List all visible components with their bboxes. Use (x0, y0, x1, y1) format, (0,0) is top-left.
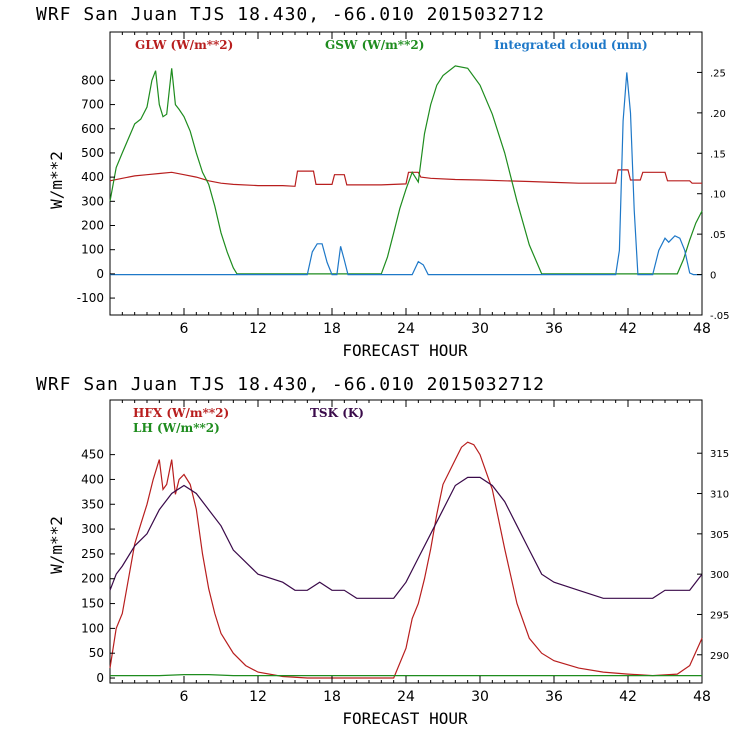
panel-1-y-tick-label: 200 (81, 219, 104, 233)
panel-2-x-tick-label: 30 (471, 689, 489, 705)
panel-1-y-tick-label: 800 (81, 73, 104, 87)
panel-1-y-tick-label: 100 (81, 243, 104, 257)
panel-2-y-label: W/m**2 (47, 516, 66, 574)
panel-1-y-tick-label: 600 (81, 122, 104, 136)
panel-2-y2-tick-label: 305 (710, 530, 729, 541)
panel-1-legend-glw: GLW (W/m**2) (135, 38, 233, 52)
panel-2-x-tick-label: 6 (180, 689, 189, 705)
panel-1-y2-tick-label: .25 (710, 68, 726, 79)
panel-2-y-tick-label: 300 (81, 522, 104, 536)
panel-1-x-tick-label: 24 (397, 321, 415, 337)
panel-2-x-tick-label: 18 (323, 689, 341, 705)
panel-1-x-tick-label: 12 (249, 321, 267, 337)
panel-1-series-gsw-line (109, 65, 703, 275)
panel-2-y2-tick-label: 290 (710, 651, 729, 662)
panel-2-frame (109, 399, 703, 684)
panel-2-y-tick-label: 400 (81, 472, 104, 486)
panel-2-legend-lh: LH (W/m**2) (133, 421, 220, 435)
panel-2-y-tick-label: 200 (81, 572, 104, 586)
panel-2-x-tick-label: 36 (545, 689, 563, 705)
panel-1-y2-tick-label: .05 (710, 230, 726, 241)
panel-1-frame (109, 31, 703, 316)
panel-1: WRF San Juan TJS 18.430, -66.010 2015032… (36, 4, 730, 360)
panel-2: WRF San Juan TJS 18.430, -66.010 2015032… (36, 374, 729, 728)
panel-1-y-tick-label: 500 (81, 146, 104, 160)
panel-1-y-tick-label: 300 (81, 194, 104, 208)
panel-2-y-tick-label: 350 (81, 497, 104, 511)
panel-2-y2-tick-label: 310 (710, 490, 729, 501)
panel-1-y2-tick-label: .15 (710, 149, 726, 160)
panel-1-legend-cloud: Integrated cloud (mm) (494, 38, 648, 52)
panel-2-y-tick-label: 100 (81, 621, 104, 635)
panel-2-series-hfx-line (109, 441, 703, 679)
panel-1-y-tick-label: 0 (96, 267, 104, 281)
panel-1-x-label: FORECAST HOUR (342, 341, 468, 360)
panel-1-x-tick-label: 30 (471, 321, 489, 337)
panel-1-x-tick-label: 36 (545, 321, 563, 337)
panel-1-legend-gsw: GSW (W/m**2) (325, 38, 424, 52)
panel-2-series-tsk-line (109, 476, 703, 599)
panel-2-x-tick-label: 12 (249, 689, 267, 705)
panel-2-x-tick-label: 48 (693, 689, 711, 705)
panel-2-y2-tick-label: 315 (710, 449, 729, 460)
panel-1-y2-tick-label: .20 (710, 109, 726, 120)
panel-1-y-label: W/m**2 (47, 151, 66, 209)
panel-1-title: WRF San Juan TJS 18.430, -66.010 2015032… (36, 4, 545, 25)
panel-2-y2-tick-label: 295 (710, 610, 729, 621)
panel-1-y2-tick-label: -.05 (710, 311, 730, 322)
panel-2-title: WRF San Juan TJS 18.430, -66.010 2015032… (36, 374, 545, 395)
panel-2-x-tick-label: 24 (397, 689, 415, 705)
panel-2-y-tick-label: 450 (81, 448, 104, 462)
panel-2-legend-hfx: HFX (W/m**2) (133, 406, 229, 420)
panel-2-y-tick-label: 0 (96, 671, 104, 685)
panel-2-y2-tick-label: 300 (710, 570, 729, 581)
panel-1-y2-tick-label: .10 (710, 190, 726, 201)
panel-2-x-label: FORECAST HOUR (342, 709, 468, 728)
panel-2-legend-tsk: TSK (K) (310, 406, 364, 420)
panel-2-y-tick-label: 250 (81, 547, 104, 561)
panel-1-series-integrated-line (110, 72, 702, 276)
panel-2-x-tick-label: 42 (619, 689, 637, 705)
panel-1-y-tick-label: -100 (77, 291, 104, 305)
panel-1-x-tick-label: 18 (323, 321, 341, 337)
panel-1-y2-tick-label: 0 (710, 271, 716, 282)
panel-1-series-glw-line (109, 169, 702, 187)
panel-1-x-tick-label: 48 (693, 321, 711, 337)
panel-1-y-tick-label: 400 (81, 170, 104, 184)
panel-1-x-tick-label: 42 (619, 321, 637, 337)
panel-2-series-lh-line (110, 673, 702, 677)
panel-2-y-tick-label: 150 (81, 597, 104, 611)
panel-1-y-tick-label: 700 (81, 98, 104, 112)
panel-1-x-tick-label: 6 (180, 321, 189, 337)
panel-2-y-tick-label: 50 (89, 646, 104, 660)
